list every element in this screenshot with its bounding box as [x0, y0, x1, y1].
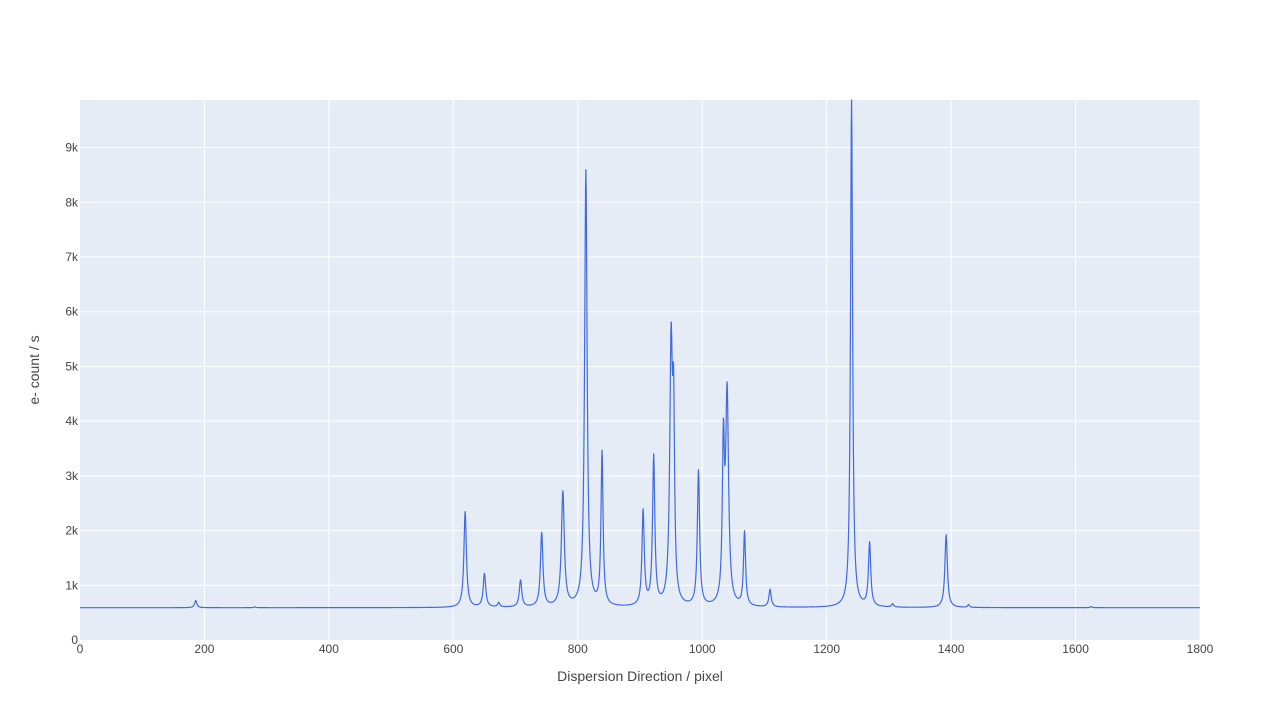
y-tick-label: 7k: [65, 250, 79, 264]
x-tick-label: 1400: [938, 642, 965, 656]
x-tick-label: 800: [568, 642, 588, 656]
x-tick-label: 1600: [1062, 642, 1089, 656]
y-tick-label: 3k: [65, 469, 79, 483]
y-tick-label: 2k: [65, 524, 79, 538]
x-tick-label: 600: [443, 642, 463, 656]
x-tick-label: 200: [194, 642, 214, 656]
y-tick-label: 1k: [65, 578, 79, 592]
y-axis-ticks: 0 1k 2k 3k 4k 5k 6k 7k 8k 9k: [65, 141, 79, 647]
x-tick-label: 1200: [813, 642, 840, 656]
y-tick-label: 5k: [65, 359, 79, 373]
grid-lines: [80, 100, 1201, 640]
y-tick-label: 9k: [65, 141, 79, 155]
spectrum-series-line: [79, 99, 1201, 609]
series-layer: [79, 99, 1201, 609]
x-tick-label: 0: [77, 642, 84, 656]
x-axis-title: Dispersion Direction / pixel: [557, 668, 723, 684]
x-tick-label: 1000: [689, 642, 716, 656]
x-tick-label: 400: [319, 642, 339, 656]
y-axis-title: e- count / s: [26, 335, 42, 404]
x-axis-ticks: 0 200 400 600 800 1000 1200 1400 1600 1800: [77, 642, 1214, 656]
y-tick-label: 8k: [65, 195, 79, 209]
plot-area: [80, 100, 1200, 640]
y-tick-label: 6k: [65, 305, 79, 319]
x-tick-label: 1800: [1187, 642, 1214, 656]
y-tick-label: 4k: [65, 414, 79, 428]
y-tick-label: 0: [71, 633, 78, 647]
